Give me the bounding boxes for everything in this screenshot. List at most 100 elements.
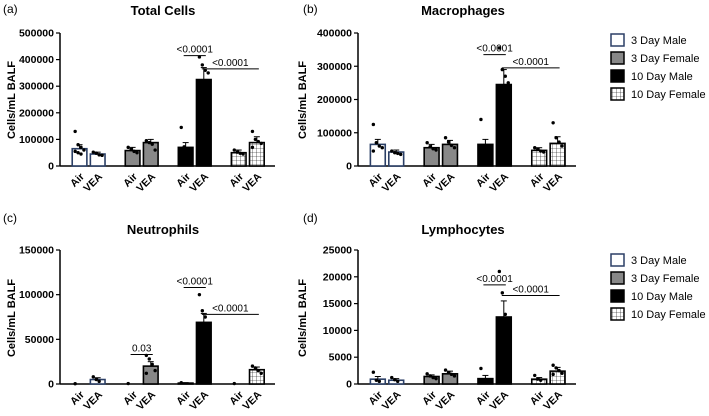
data-point [232,381,237,386]
data-point [153,148,157,152]
data-point [200,309,205,313]
y-tick-label: 20000 [323,271,352,283]
data-point [538,149,543,153]
x-tick-label: VEA [434,389,458,413]
x-tick-label: VEA [134,171,158,195]
data-point [82,148,86,152]
significance-label: <0.0001 [512,285,549,296]
data-point [374,141,379,145]
panel-c: (c) Neutrophils Cells/mL BALF 0 50000 1000… [3,211,275,413]
data-point [446,371,451,375]
data-point [100,153,104,158]
data-point [434,376,438,381]
legend-swatch [610,271,625,285]
data-point [449,372,454,377]
data-point [377,144,382,148]
x-tick-label: VEA [187,171,211,195]
y-tick-label: 300000 [317,61,352,73]
data-point [144,371,149,375]
y-tick-label: 100000 [19,289,54,301]
data-point [97,153,101,157]
data-point [443,136,448,140]
data-point [506,81,510,85]
data-point [449,143,454,148]
data-point [443,368,448,372]
data-point [425,141,429,145]
y-tick-label: 100000 [19,134,54,146]
data-point [452,374,457,378]
y-axis-label: Cells/mL BALF [6,61,18,139]
data-point [147,140,151,145]
legend-swatch [610,33,625,47]
data-point [557,368,561,373]
data-point [150,362,154,367]
legend-label: 10 Day Male [631,71,693,83]
data-point [203,315,207,319]
data-point [497,46,502,50]
legend-label: 10 Day Female [631,89,706,101]
data-point [150,142,154,146]
data-point [428,374,432,378]
y-tick-label: 15000 [323,298,352,310]
data-point [371,370,376,374]
x-tick-label: VEA [380,389,404,413]
legend-label: 3 Day Female [631,53,699,65]
data-point [398,152,403,157]
y-tick-label: 150000 [19,245,54,257]
legend-swatch [610,253,625,267]
y-tick-label: 200000 [317,94,352,106]
panel-label: (b) [303,2,318,16]
data-point [238,151,242,155]
data-point [428,145,432,149]
data-point [536,147,540,152]
legend-swatch [610,51,625,65]
y-axis-label: Cells/mL BALF [297,61,309,139]
data-point [560,371,564,375]
significance-label: <0.0001 [476,274,513,285]
data-point [497,269,502,274]
data-point [250,129,255,134]
data-point [132,149,136,154]
legend-top: 3 Day Male 3 Day Female 10 Day Male 10 Day … [610,33,706,101]
significance-label: <0.0001 [476,44,513,55]
data-point [179,380,183,385]
chart-title: Macrophages [421,3,505,18]
data-point [73,149,77,154]
panel-label: (a) [3,2,18,16]
data-point [182,145,186,149]
legend-swatch [610,289,625,303]
data-point [253,366,258,370]
data-point [506,328,510,333]
bar [142,365,159,385]
data-point [431,147,435,151]
data-point [536,377,540,381]
data-point [503,312,507,317]
panel-a: (a) Total Cells Cells/mL BALF 0 100000 200… [3,2,275,195]
significance-label: <0.0001 [177,45,214,56]
data-point [503,74,507,78]
data-point [206,71,210,75]
data-point [446,140,451,144]
significance-label: 0.03 [132,344,152,355]
y-tick-label: 10000 [323,325,352,337]
y-tick-label: 0 [48,379,54,391]
data-point [554,136,558,140]
data-point [482,378,486,382]
data-point [554,366,558,370]
legend-swatch [610,87,625,101]
y-tick-label: 400000 [19,54,54,66]
panel-label: (d) [303,211,318,225]
x-tick-label: VEA [541,389,565,413]
data-point [533,146,537,150]
significance-label: <0.0001 [177,277,214,288]
data-point [371,122,376,127]
data-point [73,382,77,386]
data-point [551,121,555,125]
data-point [197,84,202,88]
data-point [541,150,546,154]
legend-label: 10 Day Female [631,309,706,321]
chart-title: Neutrophils [127,222,199,237]
panel-b: (b) Macrophages Cells/mL BALF 0 100000 200… [297,2,576,195]
